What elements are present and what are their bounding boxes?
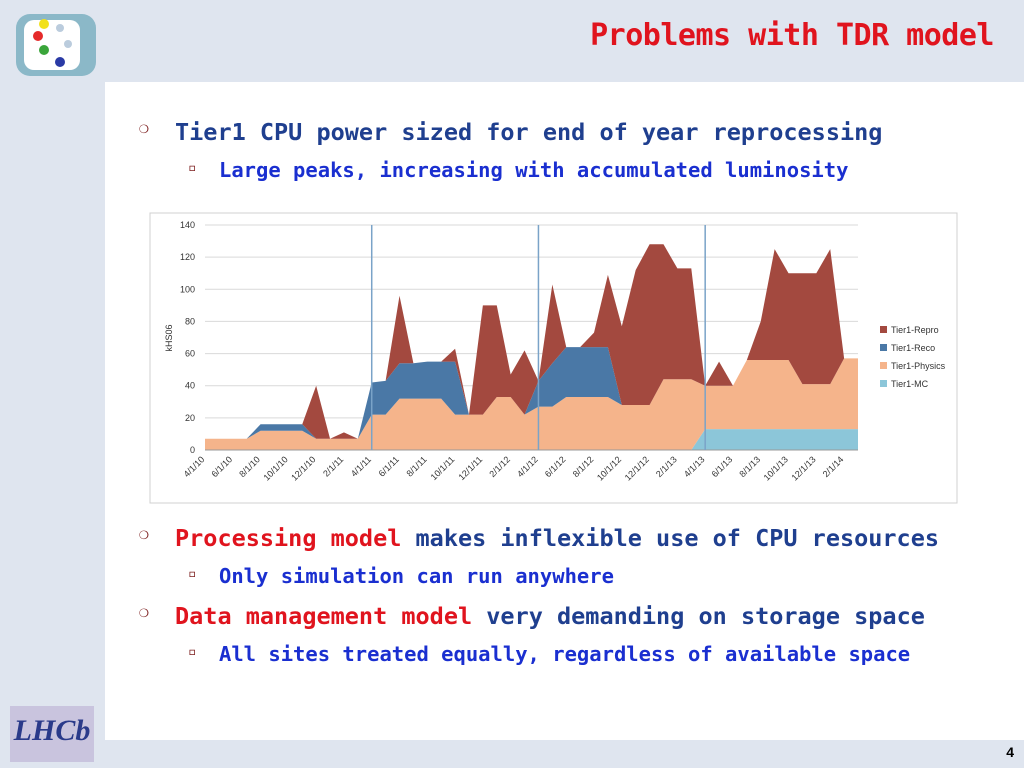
logo-graphic — [24, 19, 80, 70]
legend-label: Tier1-MC — [891, 379, 929, 389]
logo-dot — [39, 19, 49, 29]
legend-swatch — [880, 380, 887, 387]
logo-dot — [56, 24, 64, 32]
legend-label: Tier1-Physics — [891, 361, 946, 371]
page-number: 4 — [1006, 744, 1014, 760]
area — [205, 429, 858, 450]
bullet-text: Processing model — [175, 524, 402, 552]
bullet-text: Tier1 CPU power sized for end of year re… — [175, 118, 883, 146]
y-tick-label: 0 — [190, 445, 195, 455]
bullet: ▫ Large peaks, increasing with accumulate… — [188, 158, 849, 182]
slide-title: Problems with TDR model — [590, 18, 994, 53]
bullet: ▫ All sites treated equally, regardless o… — [188, 642, 911, 666]
bullet-text: Only simulation can run anywhere — [219, 564, 614, 588]
y-axis-label: kHS06 — [164, 324, 174, 351]
bullet-marker: ❍ — [139, 602, 149, 621]
logo-dot — [64, 40, 72, 48]
lhcb-logo: LHCb — [10, 706, 94, 762]
bullet-marker: ❍ — [139, 524, 149, 543]
legend-swatch — [880, 362, 887, 369]
logo-dot — [39, 45, 49, 55]
legend-label: Tier1-Reco — [891, 343, 935, 353]
bullet-marker: ▫ — [188, 644, 197, 660]
bullet: ▫ Only simulation can run anywhere — [188, 564, 614, 588]
bullet-marker: ❍ — [139, 118, 149, 137]
bullet: ❍ Tier1 CPU power sized for end of year r… — [139, 118, 883, 146]
y-tick-label: 100 — [180, 284, 195, 294]
logo — [16, 14, 96, 76]
bullet-text: very demanding on storage space — [472, 602, 925, 630]
y-tick-label: 60 — [185, 349, 195, 359]
legend-swatch — [880, 344, 887, 351]
bullet-marker: ▫ — [188, 566, 197, 582]
y-tick-label: 140 — [180, 220, 195, 230]
logo-dot — [33, 31, 43, 41]
y-tick-label: 120 — [180, 252, 195, 262]
bullet: ❍ Data management model very demanding on… — [139, 602, 925, 630]
bullet-text: Large peaks, increasing with accumulated… — [219, 158, 849, 182]
bullet-text: makes inflexible use of CPU resources — [401, 524, 940, 552]
bullet: ❍ Processing model makes inflexible use o… — [139, 524, 940, 552]
bullet-text: All sites treated equally, regardless of… — [219, 642, 911, 666]
bullet-marker: ▫ — [188, 160, 197, 176]
legend-label: Tier1-Repro — [891, 325, 939, 335]
logo-dot — [55, 57, 65, 67]
y-tick-label: 80 — [185, 316, 195, 326]
y-tick-label: 40 — [185, 381, 195, 391]
legend-swatch — [880, 326, 887, 333]
y-tick-label: 20 — [185, 413, 195, 423]
area — [205, 347, 858, 439]
area — [205, 358, 858, 450]
bullet-text: Data management model — [175, 602, 473, 630]
